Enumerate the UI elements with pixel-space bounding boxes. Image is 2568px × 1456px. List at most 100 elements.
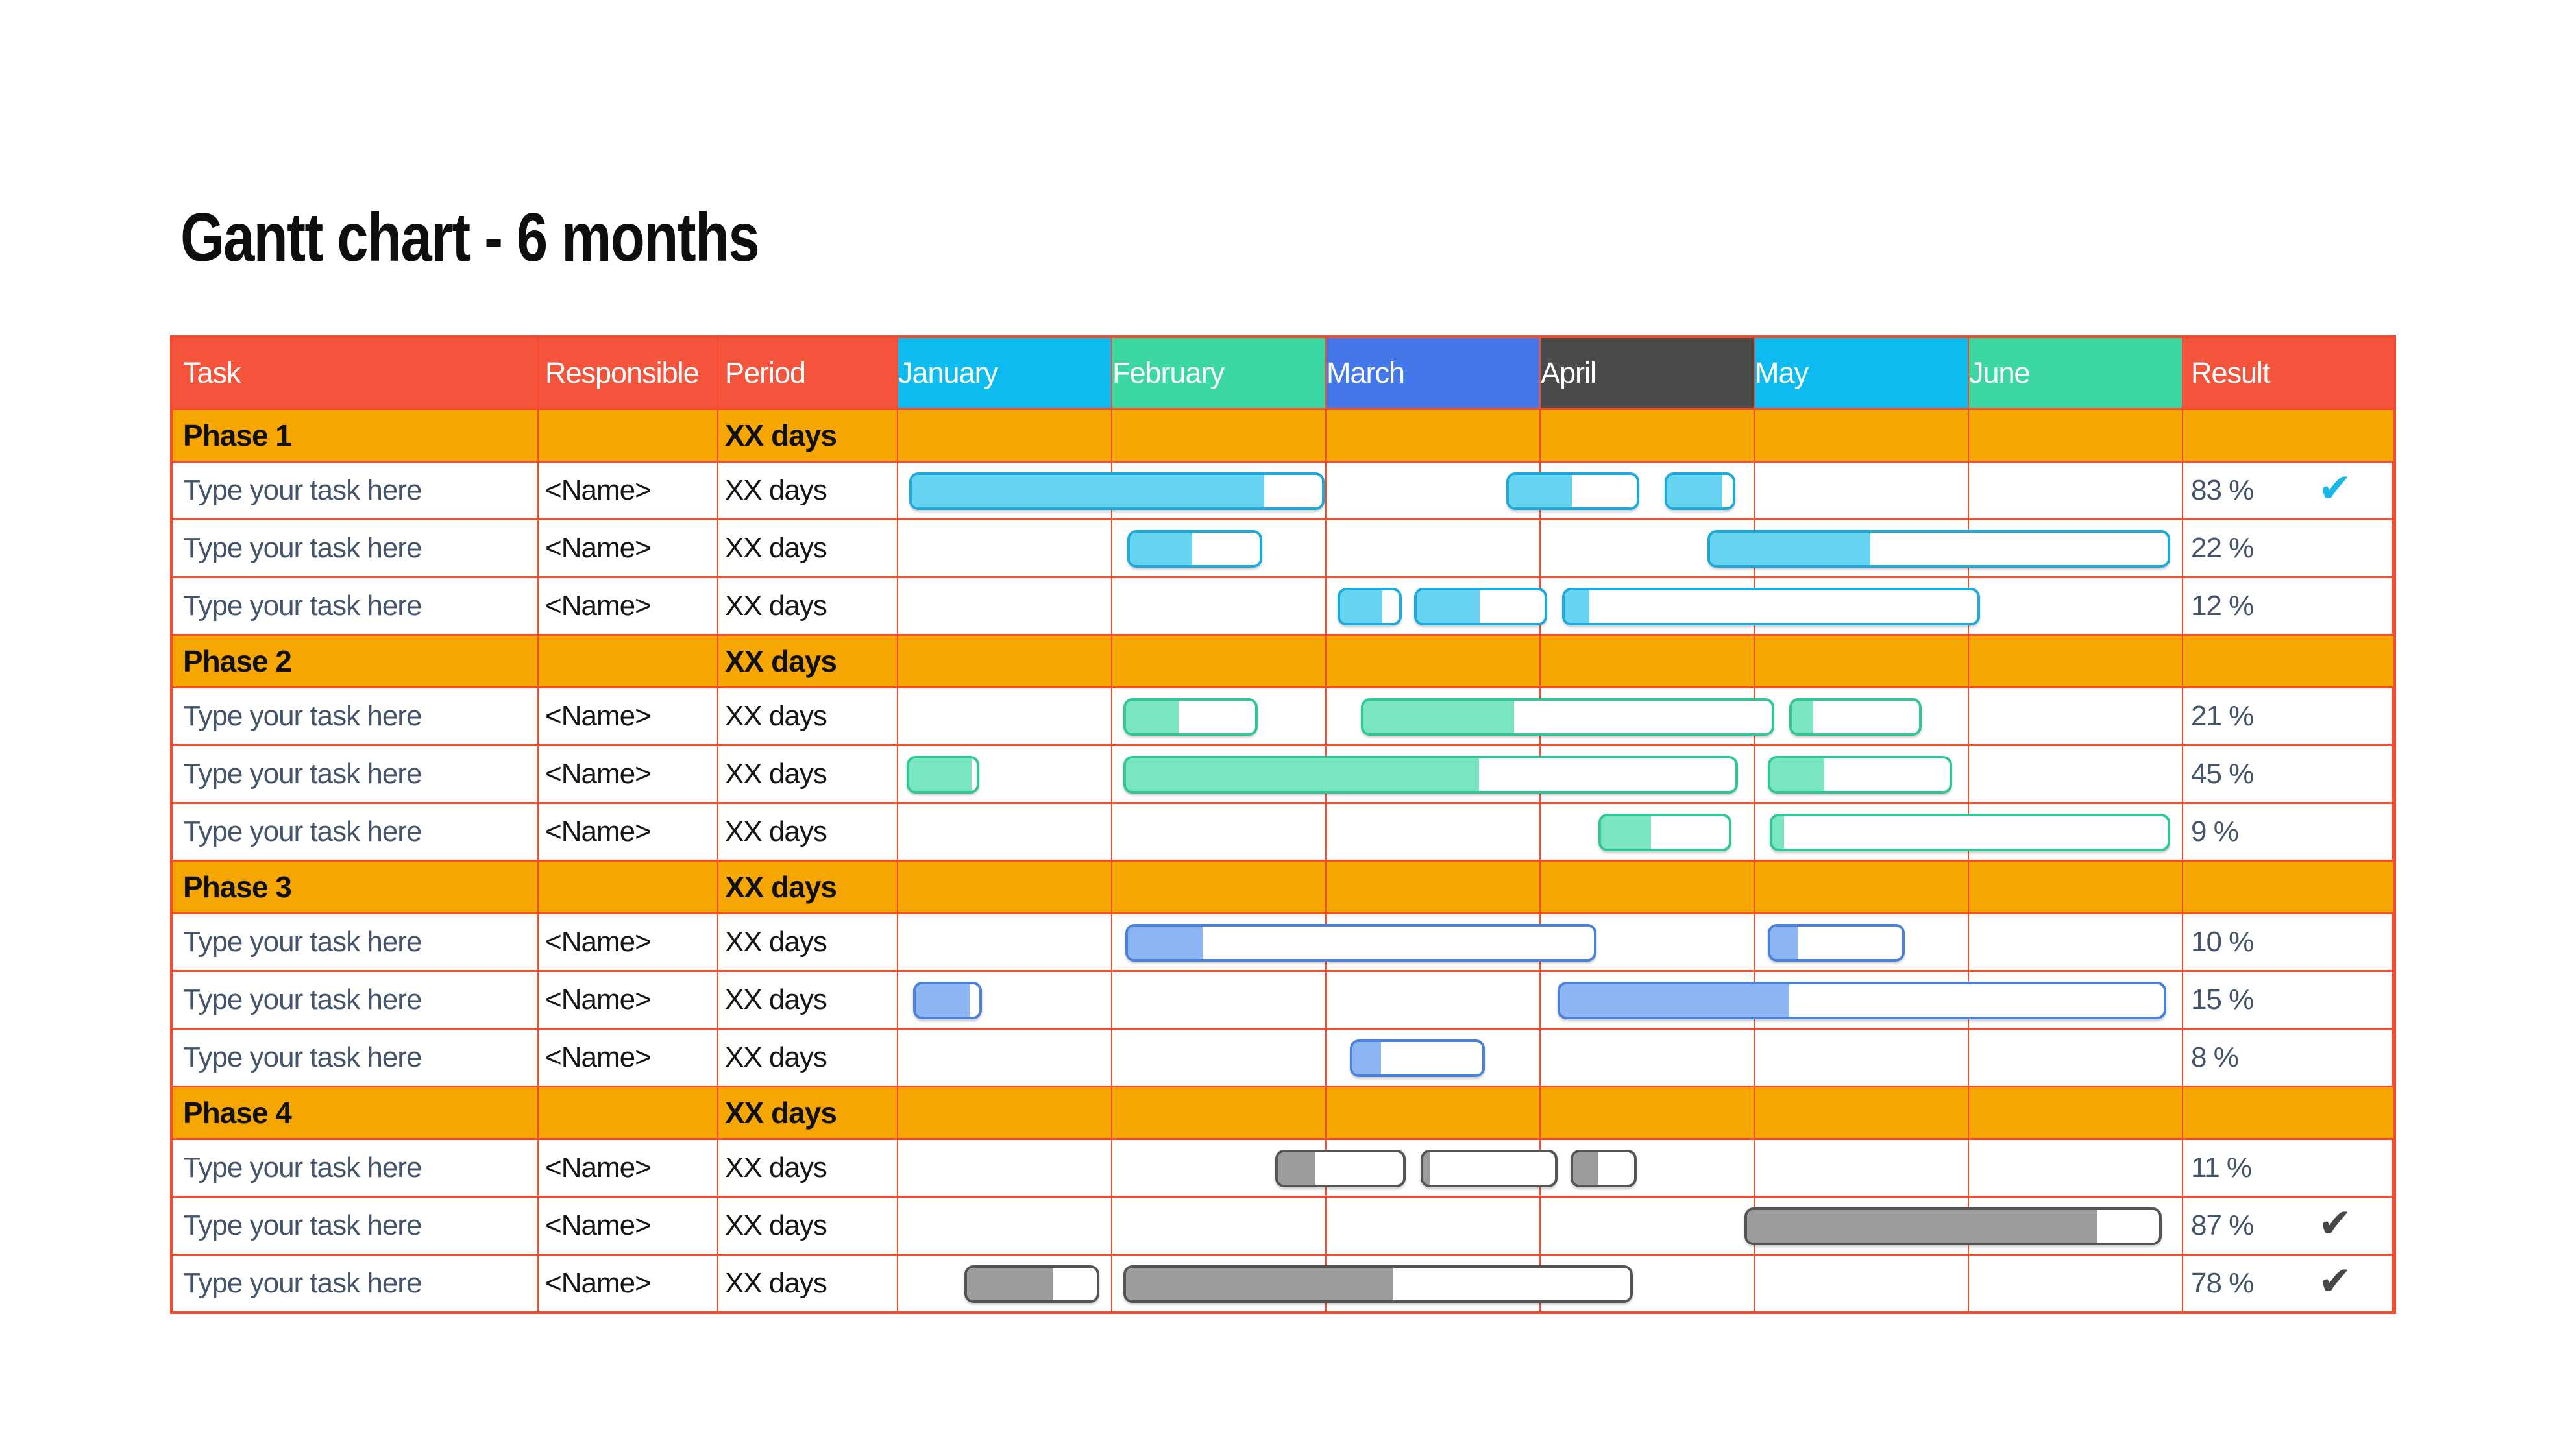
result-value[interactable]: 11 % (2191, 1152, 2252, 1183)
gantt-bar-fill (1509, 475, 1572, 507)
task-name-cell[interactable]: Type your task here (173, 1256, 539, 1311)
month-cell-january (898, 578, 1112, 634)
phase-title-cell[interactable]: Phase 1 (173, 410, 539, 461)
period-cell[interactable]: XX days (718, 410, 898, 461)
gantt-bar[interactable] (1123, 698, 1258, 736)
check-icon[interactable]: ✔ (2318, 466, 2352, 511)
responsible-cell[interactable]: <Name> (539, 520, 718, 576)
gantt-bar[interactable] (1665, 472, 1736, 510)
responsible-cell[interactable]: <Name> (539, 1256, 718, 1311)
task-name-cell[interactable]: Type your task here (173, 520, 539, 576)
result-value[interactable]: 45 % (2191, 758, 2254, 790)
result-value[interactable]: 78 % (2191, 1267, 2254, 1299)
period-cell[interactable]: XX days (718, 1087, 898, 1138)
gantt-bar[interactable] (1127, 530, 1262, 568)
gantt-bar[interactable] (1414, 588, 1547, 625)
result-value[interactable]: 12 % (2191, 590, 2254, 622)
period-cell[interactable]: XX days (718, 914, 898, 970)
period-cell[interactable]: XX days (718, 1256, 898, 1311)
result-value[interactable]: 15 % (2191, 984, 2254, 1015)
gantt-bar[interactable] (1562, 588, 1980, 625)
gantt-bar[interactable] (1744, 1207, 2162, 1245)
result-cell: 9 % (2183, 804, 2393, 860)
gantt-bar-fill (1130, 533, 1193, 565)
gantt-bar[interactable] (907, 756, 980, 794)
check-icon[interactable]: ✔ (2318, 1201, 2352, 1246)
period-cell[interactable]: XX days (718, 804, 898, 860)
gantt-bar[interactable] (964, 1265, 1100, 1303)
responsible-cell[interactable]: <Name> (539, 972, 718, 1028)
responsible-cell[interactable]: <Name> (539, 746, 718, 802)
task-name-cell[interactable]: Type your task here (173, 463, 539, 518)
period-cell[interactable]: XX days (718, 746, 898, 802)
task-name-cell[interactable]: Type your task here (173, 688, 539, 744)
task-row: Type your task here <Name> XX days 11 % (173, 1138, 2393, 1196)
gantt-bar[interactable] (1125, 924, 1596, 962)
month-cell-march (1327, 1198, 1541, 1254)
gantt-bar[interactable] (1123, 756, 1738, 794)
period-cell[interactable]: XX days (718, 636, 898, 686)
gantt-bar-fill (1770, 758, 1824, 791)
responsible-cell[interactable]: <Name> (539, 804, 718, 860)
gantt-bars-layer (898, 578, 2183, 634)
result-value[interactable]: 21 % (2191, 700, 2254, 732)
phase-title-cell[interactable]: Phase 4 (173, 1087, 539, 1138)
result-value[interactable]: 9 % (2191, 816, 2239, 847)
gantt-bar[interactable] (1767, 756, 1952, 794)
period-cell[interactable]: XX days (718, 1198, 898, 1254)
month-cell-february (1112, 520, 1327, 576)
period-cell[interactable]: XX days (718, 463, 898, 518)
period-cell[interactable]: XX days (718, 1030, 898, 1086)
task-name-cell[interactable]: Type your task here (173, 972, 539, 1028)
task-name-cell[interactable]: Type your task here (173, 746, 539, 802)
responsible-cell[interactable]: <Name> (539, 463, 718, 518)
task-name-cell[interactable]: Type your task here (173, 914, 539, 970)
check-icon[interactable]: ✔ (2318, 1259, 2352, 1304)
gantt-bar[interactable] (1558, 982, 2166, 1019)
task-name-cell[interactable]: Type your task here (173, 578, 539, 634)
responsible-cell[interactable]: <Name> (539, 914, 718, 970)
gantt-bar[interactable] (1506, 472, 1639, 510)
gantt-bar[interactable] (1350, 1039, 1486, 1077)
gantt-bar[interactable] (1770, 814, 2171, 851)
gantt-bar[interactable] (909, 472, 1325, 510)
gantt-bar[interactable] (1123, 1265, 1633, 1303)
phase-title-cell[interactable]: Phase 3 (173, 862, 539, 912)
gantt-bar[interactable] (1337, 588, 1402, 625)
task-name-cell[interactable]: Type your task here (173, 1140, 539, 1196)
task-name-cell[interactable]: Type your task here (173, 804, 539, 860)
gantt-bar[interactable] (1598, 814, 1731, 851)
gantt-bar[interactable] (913, 982, 982, 1019)
task-name-cell[interactable]: Type your task here (173, 1198, 539, 1254)
period-cell[interactable]: XX days (718, 520, 898, 576)
result-value[interactable]: 83 % (2191, 474, 2254, 506)
result-value[interactable]: 10 % (2191, 926, 2254, 958)
task-name-cell[interactable]: Type your task here (173, 1030, 539, 1086)
gantt-bar[interactable] (1360, 698, 1774, 736)
gantt-bar[interactable] (1275, 1150, 1406, 1187)
phase-title-cell[interactable]: Phase 2 (173, 636, 539, 686)
phase-row: Phase 1 XX days (173, 408, 2393, 461)
result-cell: 8 % (2183, 1030, 2393, 1086)
result-value[interactable]: 87 % (2191, 1209, 2254, 1241)
gantt-bar[interactable] (1707, 530, 2171, 568)
period-cell[interactable]: XX days (718, 862, 898, 912)
gantt-bar[interactable] (1421, 1150, 1558, 1187)
period-cell[interactable]: XX days (718, 688, 898, 744)
gantt-bar[interactable] (1571, 1150, 1637, 1187)
gantt-bars-layer (898, 1140, 2183, 1196)
responsible-cell[interactable]: <Name> (539, 1140, 718, 1196)
responsible-cell[interactable]: <Name> (539, 688, 718, 744)
responsible-cell[interactable]: <Name> (539, 1198, 718, 1254)
result-value[interactable]: 22 % (2191, 532, 2254, 564)
responsible-cell[interactable]: <Name> (539, 578, 718, 634)
result-value[interactable]: 8 % (2191, 1041, 2239, 1073)
responsible-cell[interactable]: <Name> (539, 1030, 718, 1086)
period-cell[interactable]: XX days (718, 972, 898, 1028)
period-cell[interactable]: XX days (718, 578, 898, 634)
period-cell[interactable]: XX days (718, 1140, 898, 1196)
gantt-bars-layer (898, 463, 2183, 518)
month-cell-june (1969, 636, 2183, 686)
gantt-bar[interactable] (1789, 698, 1922, 736)
gantt-bar[interactable] (1767, 924, 1905, 962)
